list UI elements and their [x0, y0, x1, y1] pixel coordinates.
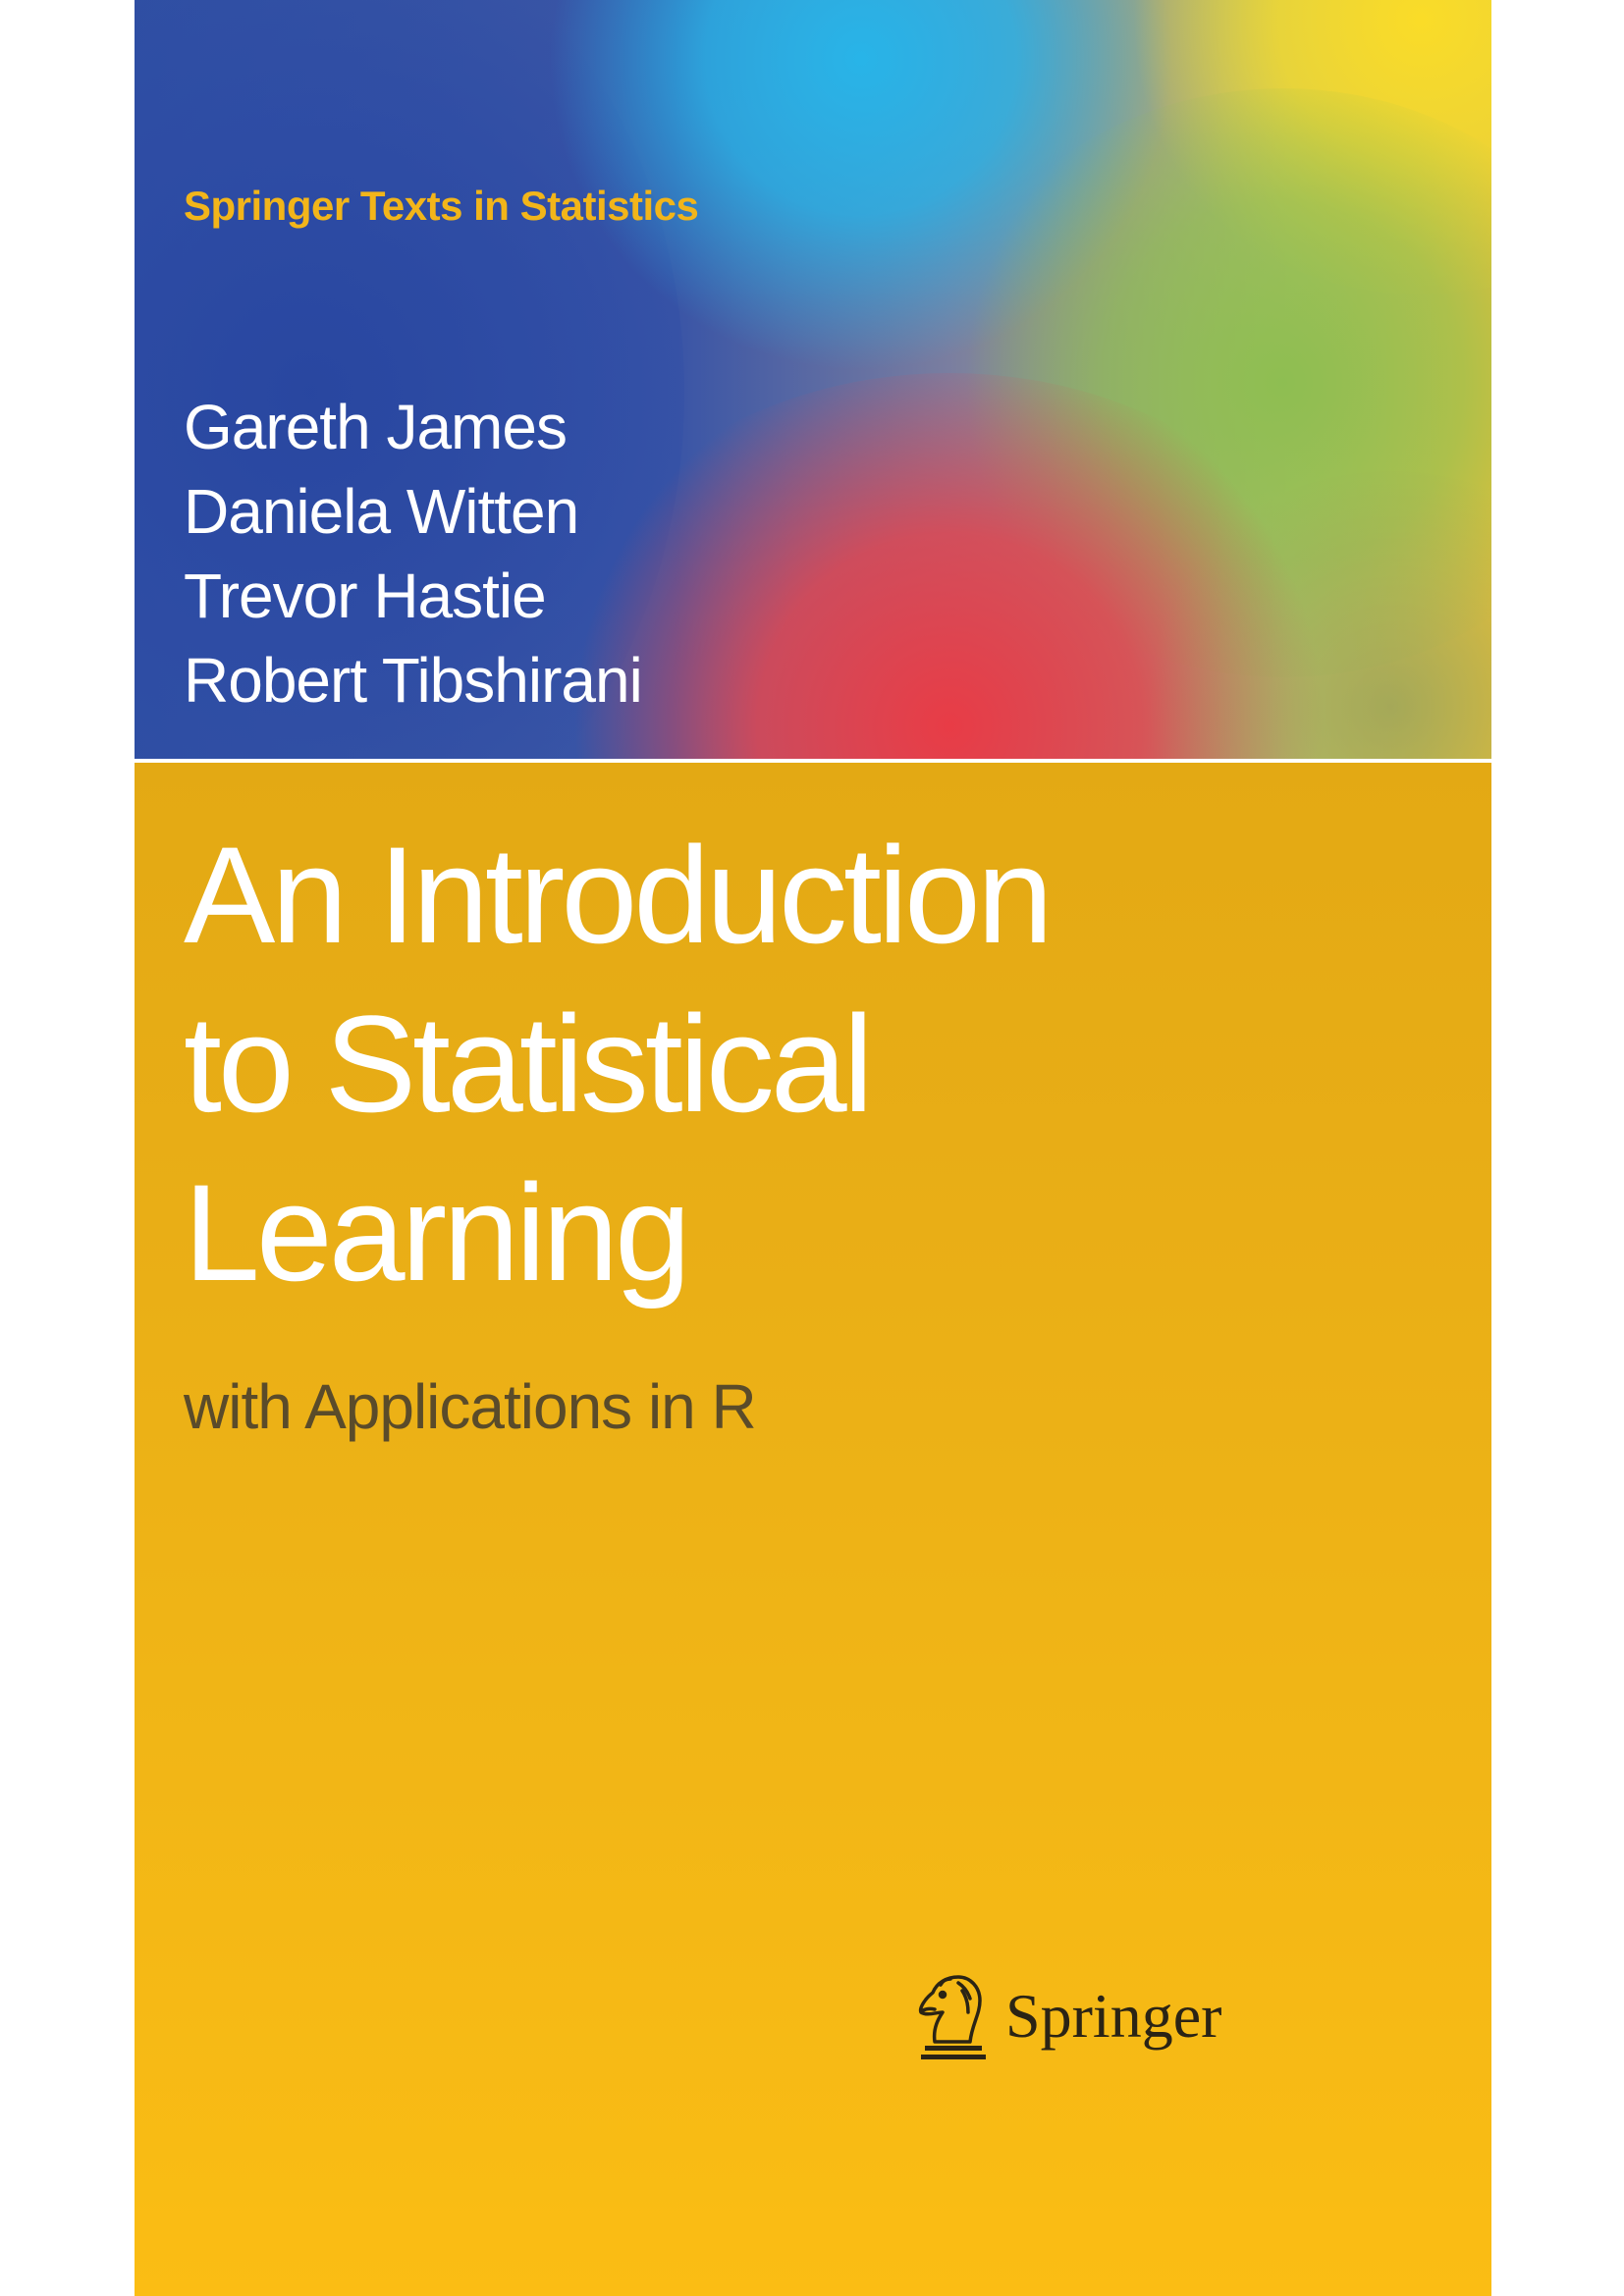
author-list: Gareth James Daniela Witten Trevor Hasti…	[184, 385, 643, 722]
book-title: An Introduction to Statistical Learning	[184, 811, 1054, 1317]
book-title-line: Learning	[184, 1155, 691, 1309]
publisher-mark: Springer	[913, 1967, 1221, 2065]
book-subtitle: with Applications in R	[184, 1371, 757, 1442]
book-cover: Springer Texts in Statistics Gareth Jame…	[135, 0, 1491, 2296]
book-title-line: An Introduction	[184, 818, 1054, 972]
author-name: Trevor Hastie	[184, 561, 547, 631]
cover-yellow-band	[135, 763, 1491, 2296]
series-name: Springer Texts in Statistics	[184, 183, 699, 229]
author-name: Daniela Witten	[184, 476, 579, 547]
publisher-name: Springer	[1005, 1981, 1222, 2051]
knight-chess-piece-icon	[918, 1975, 986, 2059]
author-name: Robert Tibshirani	[184, 645, 643, 716]
cover-color-gradient-band: Springer Texts in Statistics Gareth Jame…	[135, 0, 1491, 762]
cover-divider-line	[135, 759, 1491, 763]
author-name: Gareth James	[184, 392, 568, 462]
book-title-line: to Statistical	[184, 987, 874, 1141]
